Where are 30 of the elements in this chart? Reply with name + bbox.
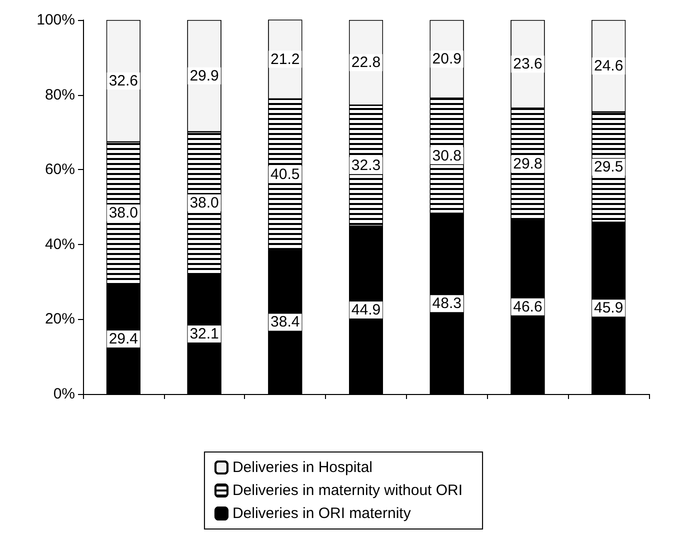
data-label: 46.6	[513, 298, 542, 316]
data-label: 32.3	[351, 157, 381, 174]
y-tick-label: 40%	[44, 236, 75, 253]
data-label: 44.9	[351, 302, 381, 319]
data-label: 38.0	[190, 194, 219, 212]
data-label: 29.4	[108, 330, 138, 348]
data-label: 40.5	[270, 166, 300, 184]
y-tick-label: 60%	[44, 161, 75, 178]
legend-label: Deliveries in Hospital	[232, 459, 373, 476]
data-label: 24.6	[594, 58, 624, 74]
data-label: 20.9	[432, 50, 462, 68]
y-tick-label: 20%	[44, 310, 75, 328]
y-tick-label: 0%	[53, 386, 75, 402]
data-label: 38.4	[270, 314, 300, 331]
data-label: 21.2	[270, 50, 300, 68]
data-label: 45.9	[594, 300, 624, 317]
data-label: 32.6	[108, 72, 138, 90]
data-label: 38.0	[108, 204, 138, 222]
y-tick-label: 100%	[36, 12, 75, 28]
data-label: 29.5	[594, 158, 624, 176]
data-label: 22.8	[351, 54, 381, 72]
data-label: 23.6	[513, 56, 542, 73]
data-label: 30.8	[432, 147, 462, 164]
legend-label: Deliveries in maternity without ORI	[232, 482, 463, 499]
data-label: 48.3	[432, 295, 462, 312]
y-tick-label: 80%	[44, 86, 75, 104]
legend-label: Deliveries in ORI maternity	[232, 505, 412, 522]
data-label: 32.1	[190, 325, 219, 342]
data-label: 29.9	[190, 67, 219, 84]
data-label: 29.8	[513, 155, 542, 172]
